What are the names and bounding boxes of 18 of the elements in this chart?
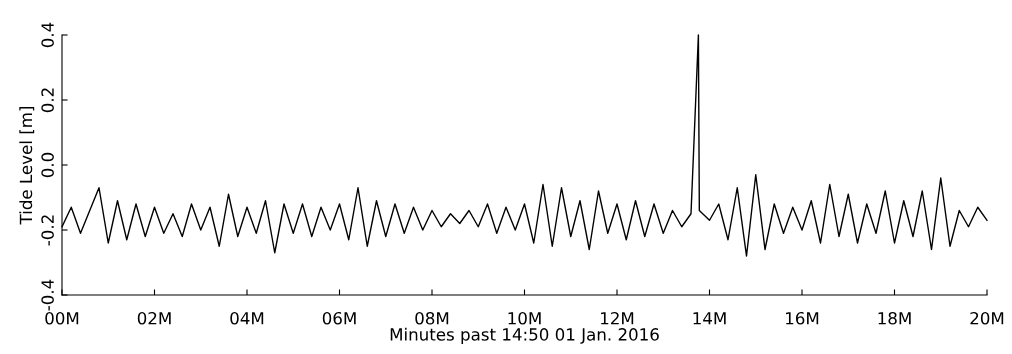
x-tick-label: 20M [970, 311, 1004, 325]
x-tick-label: 14M [693, 312, 726, 325]
x-tick-label: 08M [415, 311, 449, 325]
x-tick-label: 10M [508, 311, 541, 325]
x-tick-label: 18M [878, 311, 911, 325]
x-tick-label: 12M [601, 311, 634, 325]
x-tick-label: 06M [322, 311, 356, 325]
x-tick-label: 00M [45, 311, 79, 325]
y-tick-label: 0.0 [41, 152, 54, 178]
x-tick-label: 04M [230, 311, 264, 325]
y-axis-title: Tide Level [m] [19, 106, 35, 225]
x-axis-title: Minutes past 14:50 01 Jan. 2016 [390, 327, 659, 344]
y-tick-label: -0.4 [41, 279, 54, 311]
x-tick-label: 02M [137, 311, 171, 325]
y-tick-label: -0.2 [41, 215, 54, 246]
x-tick-label: 16M [786, 311, 819, 325]
y-tick-label: 0.2 [41, 88, 54, 113]
y-tick-label: 0.4 [41, 22, 54, 48]
